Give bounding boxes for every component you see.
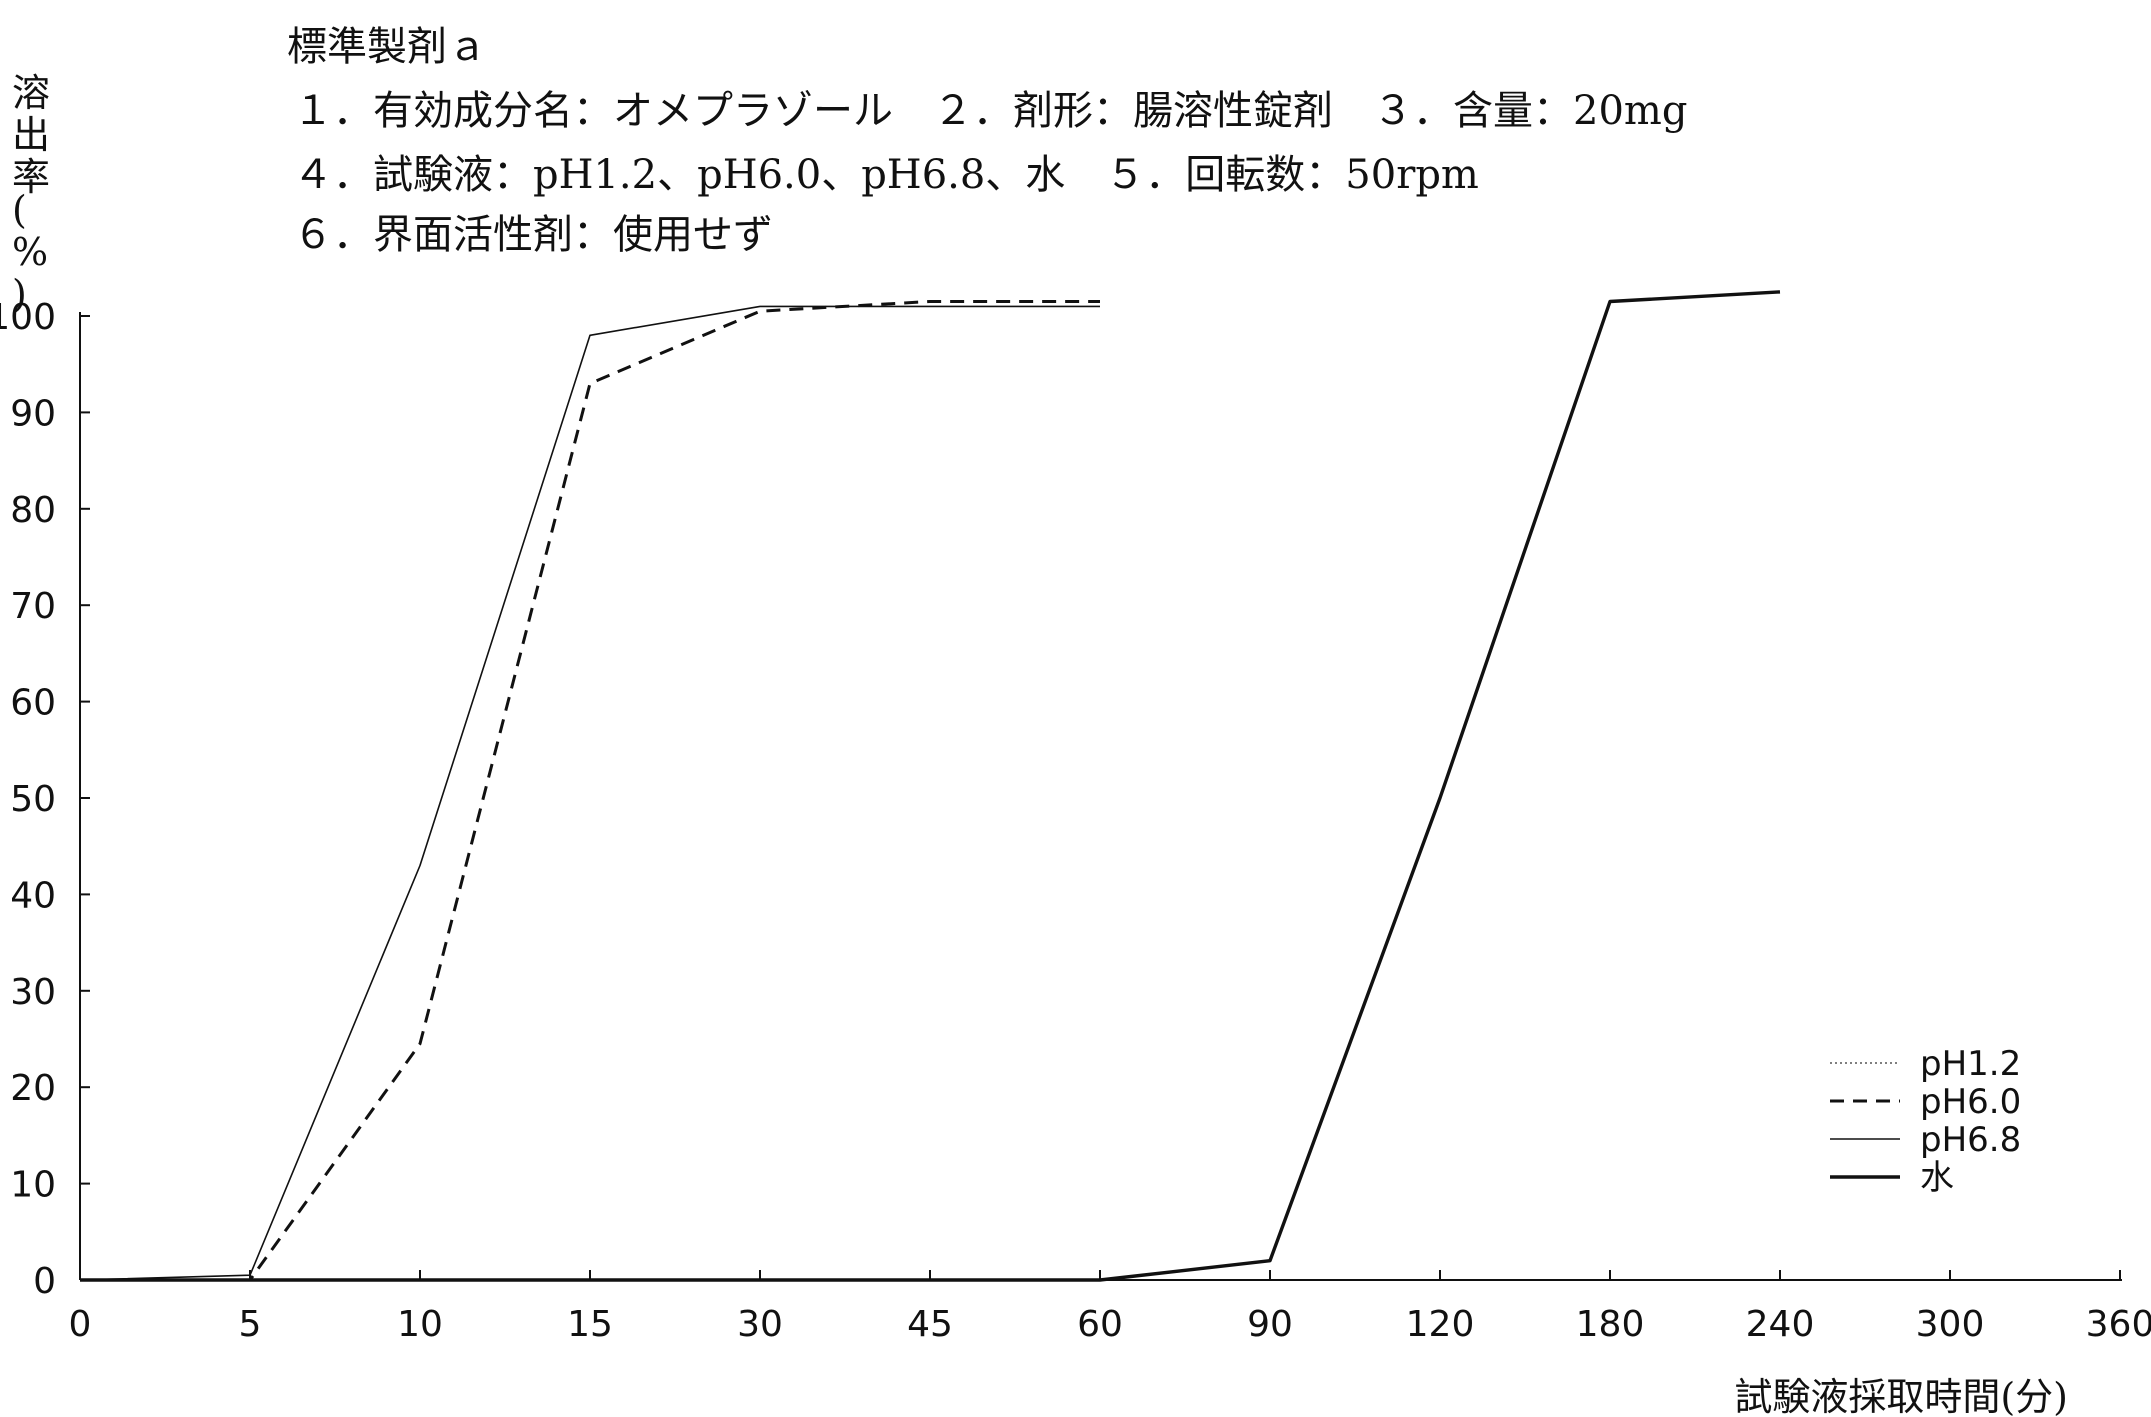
x-tick-label: 180	[1576, 1304, 1645, 1345]
y-tick-label: 90	[10, 393, 56, 434]
y-axis-label-char: )	[12, 272, 27, 316]
y-tick-label: 80	[10, 490, 56, 531]
y-tick-label: 70	[10, 586, 56, 627]
x-tick-label: 10	[397, 1304, 443, 1345]
x-tick-label: 240	[1746, 1304, 1815, 1345]
x-tick-label: 120	[1406, 1304, 1475, 1345]
legend-label: pH6.8	[1920, 1120, 2021, 1160]
x-tick-label: 300	[1916, 1304, 1985, 1345]
x-tick-label: 90	[1247, 1304, 1293, 1345]
series-line-pH6.8	[79, 305, 1100, 1281]
y-axis-label-char: 出	[12, 113, 51, 157]
x-tick-label: 60	[1077, 1304, 1123, 1345]
x-tick-label: 30	[737, 1304, 783, 1345]
x-axis-label: 試験液採取時間(分)	[1734, 1375, 2068, 1417]
axes: 0 10 20 30 40 50 60 70 80 90 100 0 5 10 15 30 45 60 90 120 1…	[0, 297, 2151, 1345]
y-tick-label: 10	[10, 1165, 56, 1206]
y-axis-label-char: (	[12, 188, 27, 232]
y-axis-label-char: 溶	[12, 71, 51, 115]
y-tick-label: 0	[33, 1261, 56, 1302]
header-line-3: ６．界面活性剤：使用せず	[293, 212, 773, 258]
y-axis-label-char: %	[12, 230, 49, 274]
x-tick-label: 0	[69, 1304, 92, 1345]
y-axis-label-char: 率	[12, 155, 51, 199]
x-tick-label: 15	[567, 1304, 613, 1345]
chart-title: 標準製剤ａ	[287, 24, 487, 70]
y-tick-label: 100	[0, 297, 56, 338]
y-tick-label: 30	[10, 972, 56, 1013]
x-tick-label: 5	[239, 1304, 262, 1345]
header-line-1: １．有効成分名：オメプラゾール ２．剤形：腸溶性錠剤 ３．含量：20mg	[293, 88, 1688, 134]
series-line-pH6.0	[80, 300, 1100, 1282]
y-tick-label: 60	[10, 683, 56, 724]
y-tick-label: 50	[10, 779, 56, 820]
series-layer	[79, 290, 1781, 1282]
legend-label: pH1.2	[1920, 1044, 2021, 1084]
legend-label: pH6.0	[1920, 1082, 2021, 1122]
y-tick-label: 40	[10, 875, 56, 916]
y-tick-label: 20	[10, 1068, 56, 1109]
legend-label: 水	[1920, 1158, 1954, 1198]
x-tick-label: 45	[907, 1304, 953, 1345]
x-tick-label: 360	[2086, 1304, 2151, 1345]
series-line-水	[80, 290, 1781, 1282]
header-line-2: ４．試験液：pH1.2、pH6.0、pH6.8、水 ５．回転数：50rpm	[293, 152, 1479, 198]
